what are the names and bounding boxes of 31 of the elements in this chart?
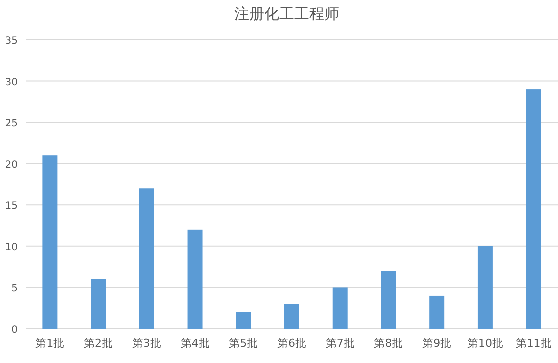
bar — [526, 90, 542, 329]
y-tick-label: 30 — [5, 77, 18, 88]
x-tick-label: 第7批 — [326, 337, 355, 350]
x-tick-label: 第9批 — [422, 337, 452, 350]
x-tick-label: 第6批 — [278, 337, 306, 350]
x-tick-label: 第2批 — [84, 337, 114, 350]
bar — [188, 230, 203, 329]
bar — [236, 312, 252, 329]
y-tick-label: 5 — [12, 284, 18, 295]
bar — [139, 188, 154, 329]
x-tick-label: 第1批 — [36, 337, 65, 350]
y-tick-label: 15 — [5, 201, 18, 212]
x-tick-label: 第5批 — [229, 337, 258, 350]
x-tick-label: 第8批 — [374, 337, 404, 350]
y-tick-label: 25 — [5, 118, 18, 130]
x-tick-label: 第10批 — [467, 337, 504, 350]
bar — [430, 296, 445, 329]
bar — [42, 156, 58, 329]
x-tick-label: 第3批 — [132, 337, 162, 350]
bar — [91, 279, 106, 329]
bar — [284, 304, 300, 329]
bar — [478, 246, 493, 329]
y-tick-label: 35 — [5, 36, 18, 47]
chart-title: 注册化工工程师 — [234, 5, 340, 23]
y-tick-label: 0 — [12, 325, 18, 336]
bar — [381, 271, 396, 329]
y-tick-label: 10 — [5, 242, 18, 254]
bar — [332, 288, 348, 329]
x-tick-label: 第4批 — [180, 337, 210, 350]
y-tick-label: 20 — [5, 160, 18, 171]
x-tick-label: 第11批 — [516, 337, 552, 350]
